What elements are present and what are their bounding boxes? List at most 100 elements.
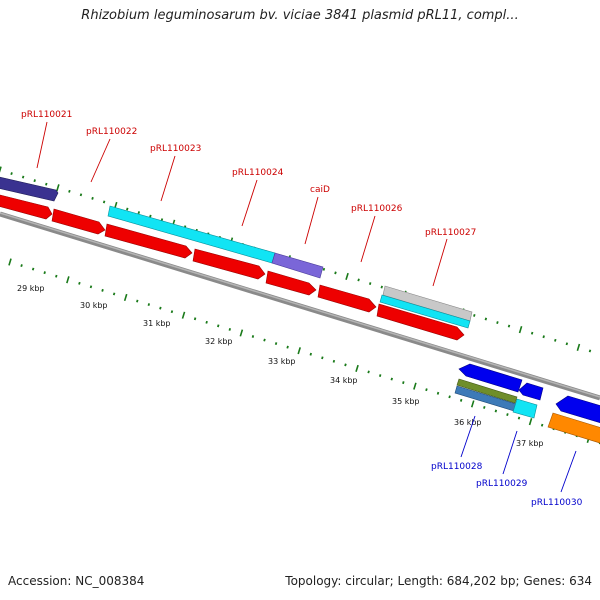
- feature-purple-caiD: [271, 252, 324, 279]
- minor-tick: [217, 324, 220, 328]
- backbone-axis: [0, 211, 600, 401]
- kbp-labels: 29 kbp 30 kbp 31 kbp 32 kbp 33 kbp 34 kb…: [17, 284, 544, 448]
- major-tick: [576, 343, 581, 351]
- reverse-features: [454, 363, 600, 444]
- gene-label: caiD: [310, 185, 330, 195]
- gene-label: pRL110024: [232, 168, 284, 178]
- feature-red-pRL110027: [376, 303, 465, 341]
- minor-tick: [147, 303, 151, 307]
- minor-tick: [368, 282, 372, 285]
- leader-line: [36, 121, 48, 169]
- minor-tick: [380, 285, 383, 289]
- feature-blue-small: [518, 382, 544, 401]
- major-tick: [470, 400, 475, 408]
- kbp-label: 29 kbp: [17, 284, 45, 293]
- kbp-label: 32 kbp: [205, 337, 233, 346]
- minor-tick: [101, 288, 104, 292]
- leader-line: [502, 430, 518, 475]
- feature-red-pRL110022: [51, 208, 106, 235]
- minor-tick: [55, 274, 58, 278]
- leader-line: [90, 138, 111, 183]
- feature-red-caiD: [265, 270, 317, 296]
- minor-tick: [436, 391, 440, 395]
- backbone-axis-highlight: [0, 212, 600, 398]
- major-tick: [56, 184, 60, 192]
- minor-tick: [565, 342, 569, 346]
- leader-line: [432, 238, 448, 287]
- minor-tick: [263, 338, 266, 342]
- minor-tick: [136, 299, 139, 303]
- minor-tick: [68, 189, 71, 193]
- gene-label: pRL110026: [351, 204, 403, 214]
- feature-red-pRL110021: [0, 194, 53, 220]
- leader-line: [360, 215, 376, 263]
- feature-navy-1: [0, 176, 59, 202]
- minor-tick: [506, 413, 509, 417]
- gene-label: pRL110021: [21, 110, 72, 120]
- minor-tick: [554, 338, 557, 342]
- forward-features: [0, 176, 473, 341]
- minor-tick: [357, 278, 360, 282]
- minor-tick: [367, 370, 370, 374]
- feature-red-pRL110024: [192, 248, 266, 280]
- leader-line: [304, 196, 319, 245]
- major-tick: [345, 272, 349, 281]
- feature-blue-pRL110030: [555, 395, 600, 424]
- minor-tick: [494, 409, 498, 413]
- minor-tick: [79, 193, 83, 197]
- accession-text: Accession: NC_008384: [8, 574, 145, 588]
- minor-tick: [332, 359, 336, 363]
- kbp-label: 35 kbp: [392, 397, 420, 406]
- minor-tick: [137, 211, 141, 215]
- major-tick: [297, 347, 301, 355]
- feature-red-pRL110023: [104, 223, 193, 259]
- minor-tick: [205, 320, 208, 324]
- minor-tick: [473, 313, 476, 317]
- minor-tick: [33, 179, 36, 183]
- gene-label: pRL110023: [150, 144, 201, 154]
- minor-tick: [43, 271, 46, 275]
- forward-gene-labels: pRL110021 pRL110022 pRL110023 pRL110024 …: [21, 110, 476, 287]
- minor-tick: [496, 321, 499, 325]
- major-tick: [66, 276, 70, 284]
- minor-tick: [91, 196, 94, 200]
- minor-tick: [159, 306, 162, 310]
- major-tick: [123, 293, 128, 302]
- minor-tick: [149, 214, 152, 218]
- major-tick: [413, 382, 417, 390]
- kbp-label: 33 kbp: [268, 357, 296, 366]
- map-title: Rhizobium leguminosarum bv. viciae 3841 …: [81, 8, 519, 23]
- minor-tick: [378, 374, 382, 377]
- minor-tick: [309, 352, 313, 356]
- kbp-label: 36 kbp: [454, 418, 482, 427]
- minor-tick: [542, 335, 545, 339]
- leader-line: [241, 179, 258, 227]
- minor-tick: [228, 327, 232, 331]
- minor-tick: [193, 317, 197, 321]
- gene-label: pRL110027: [425, 228, 476, 238]
- topology-text: Topology: circular; Length: 684,202 bp; …: [285, 574, 592, 588]
- kbp-label: 37 kbp: [516, 439, 544, 448]
- minor-tick: [31, 267, 35, 271]
- minor-tick: [321, 356, 324, 360]
- minor-tick: [251, 335, 255, 338]
- major-tick: [181, 311, 186, 319]
- major-tick: [355, 364, 359, 373]
- minor-tick: [20, 264, 23, 268]
- kbp-label: 31 kbp: [143, 319, 171, 328]
- minor-tick: [102, 200, 106, 204]
- gene-label: pRL110022: [86, 127, 137, 137]
- feature-blue-pRL110028: [458, 363, 523, 393]
- feature-orange-pRL110030: [547, 412, 600, 444]
- minor-tick: [507, 324, 511, 328]
- major-tick: [518, 326, 523, 334]
- minor-tick: [459, 398, 463, 402]
- minor-tick: [344, 363, 347, 367]
- minor-tick: [78, 281, 81, 285]
- gene-label: pRL110029: [476, 479, 528, 489]
- minor-tick: [334, 271, 337, 275]
- major-tick: [0, 166, 2, 173]
- minor-tick: [540, 423, 544, 427]
- minor-tick: [483, 405, 486, 409]
